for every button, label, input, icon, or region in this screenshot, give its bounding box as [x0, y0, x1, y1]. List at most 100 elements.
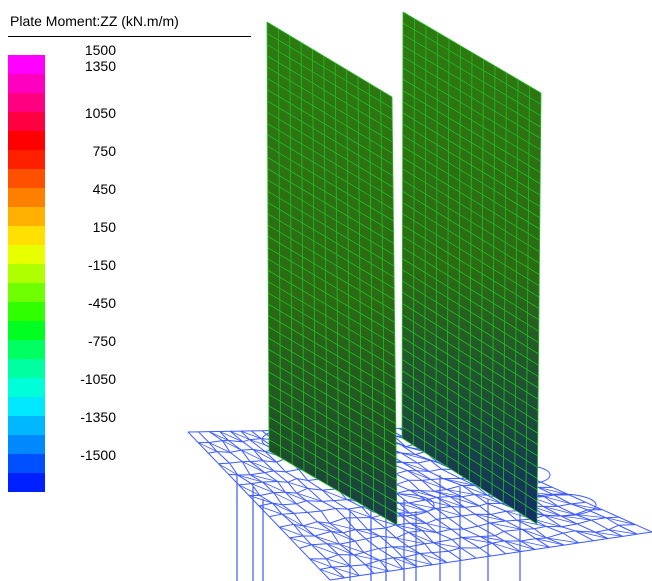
- slab-mesh-line: [339, 540, 356, 545]
- slab-mesh-line: [240, 449, 251, 462]
- slab-mesh-line: [252, 449, 277, 463]
- legend-swatch: [8, 93, 45, 112]
- slab-mesh-line: [408, 546, 421, 554]
- slab-mesh-line: [249, 461, 274, 472]
- slab-mesh-line: [363, 551, 380, 561]
- wall-mesh-line: [402, 202, 540, 287]
- wall-mesh-line: [268, 360, 397, 436]
- slab-mesh-line: [409, 522, 437, 533]
- slab-mesh-line: [353, 551, 364, 556]
- slab-mesh-line: [385, 527, 397, 539]
- slab-mesh-line: [314, 535, 328, 545]
- wall-mesh-line: [268, 371, 397, 447]
- slab-mesh-line: [311, 543, 327, 546]
- slab-mesh-line: [350, 564, 366, 567]
- slab-mesh-line: [303, 525, 332, 532]
- slab-mesh-line: [249, 461, 266, 474]
- wall-mesh-line: [402, 90, 541, 173]
- wall-mesh-line: [267, 145, 394, 222]
- slab-mesh-line: [397, 512, 427, 524]
- slab-mesh-line: [395, 524, 423, 532]
- slab-mesh-line: [591, 517, 607, 521]
- wall-mesh-line: [268, 428, 397, 503]
- slab-mesh-line: [546, 537, 565, 546]
- wall-mesh-line: [268, 349, 397, 424]
- slab-mesh-line: [361, 506, 372, 519]
- legend-swatch: [8, 359, 45, 378]
- slab-mesh-line: [311, 544, 339, 556]
- slab-mesh-line: [402, 461, 430, 472]
- slab-mesh-line: [622, 533, 638, 537]
- slab-mesh-line: [419, 490, 437, 498]
- slab-mesh-line: [228, 440, 242, 451]
- slab-mesh-line: [489, 522, 523, 530]
- pile-lines: [236, 475, 521, 581]
- slab-mesh-line: [479, 542, 493, 549]
- legend-swatch: [8, 321, 45, 340]
- wall-mesh-line: [401, 381, 538, 468]
- slab-mesh-line: [570, 503, 588, 511]
- slab-mesh-line: [430, 478, 444, 480]
- wall-mesh-line: [401, 426, 538, 513]
- slab-mesh-line: [322, 489, 334, 501]
- wall-mesh-line: [401, 370, 538, 457]
- legend-swatch: [8, 397, 45, 416]
- slab-mesh-line: [273, 470, 289, 483]
- slab-mesh-line: [371, 517, 386, 529]
- slab-mesh-line: [272, 502, 295, 514]
- slab-mesh-line: [347, 508, 358, 519]
- slab-mesh-line: [461, 515, 479, 527]
- wall-mesh-line: [402, 258, 539, 343]
- slab-mesh-line: [229, 430, 244, 443]
- slab-mesh-line: [424, 542, 434, 545]
- wall-mesh-line: [402, 235, 540, 321]
- slab-mesh-line: [279, 526, 304, 537]
- slab-mesh-line: [561, 523, 578, 528]
- wall-mesh-line: [266, 21, 393, 98]
- slab-mesh-line: [197, 442, 209, 454]
- slab-mesh-line: [241, 449, 264, 462]
- wall-mesh-line: [402, 78, 541, 162]
- slab-mesh-line: [608, 529, 623, 537]
- slab-mesh-line: [436, 528, 452, 534]
- slab-mesh-line: [339, 543, 364, 553]
- wall-mesh-line: [402, 101, 541, 185]
- slab-mesh-line: [241, 461, 251, 475]
- slab-mesh-line: [522, 529, 547, 539]
- slab-mesh-line: [520, 548, 535, 553]
- legend-swatch: [8, 340, 45, 359]
- slab-mesh-line: [395, 522, 411, 526]
- slab-mesh-line: [460, 478, 476, 487]
- slab-mesh-line: [317, 521, 330, 524]
- slab-mesh-line: [272, 502, 283, 515]
- slab-mesh-line: [322, 489, 348, 500]
- wall-mesh-line: [268, 337, 396, 413]
- legend-tick-label: 750: [92, 143, 116, 159]
- slab-mesh-line: [544, 494, 554, 498]
- wall-plate-1-mesh: [266, 21, 398, 526]
- slab-mesh-line: [333, 499, 347, 502]
- wall-mesh-line: [267, 168, 394, 244]
- slab-mesh-line: [306, 500, 322, 512]
- slab-mesh-line: [285, 491, 297, 505]
- slab-mesh-line: [522, 528, 535, 530]
- legend-tick-label: -1350: [80, 409, 116, 425]
- slab-mesh-line: [307, 510, 322, 513]
- slab-mesh-line: [421, 479, 447, 490]
- slab-mesh-line: [307, 480, 323, 491]
- slab-mesh-line: [326, 558, 351, 567]
- legend-swatch: [8, 169, 45, 188]
- slab-mesh-line: [400, 452, 431, 461]
- slab-mesh-line: [287, 481, 298, 494]
- slab-mesh-line: [451, 539, 462, 549]
- wall-mesh-line: [267, 224, 395, 301]
- slab-mesh-line: [311, 544, 327, 560]
- slab-mesh-line: [425, 496, 437, 501]
- slab-mesh-line: [395, 524, 409, 533]
- slab-mesh-line: [549, 544, 565, 548]
- slab-mesh-line: [396, 489, 410, 494]
- wall-mesh-line: [402, 314, 539, 400]
- slab-mesh-line: [319, 569, 345, 579]
- slab-mesh-line: [409, 489, 427, 501]
